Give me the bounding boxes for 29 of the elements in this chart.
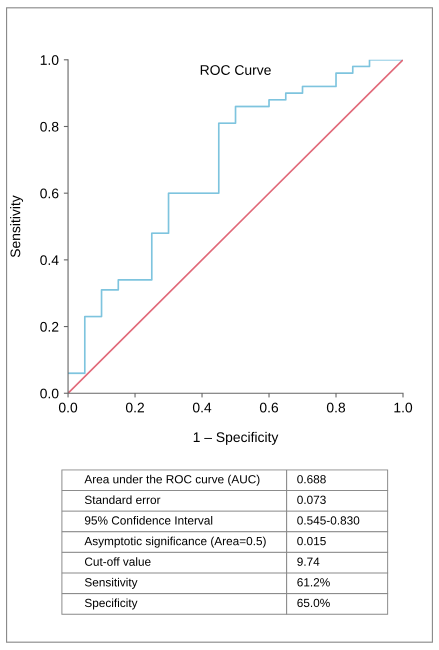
x-tick-label: 0.4 (192, 402, 212, 412)
text: Sensitivity (84, 578, 138, 589)
y-tick-label: 0.2 (40, 322, 58, 332)
text: 95% Confidence Interval (84, 516, 212, 525)
text: 0.688 (297, 475, 326, 484)
y-tick-label: 1.0 (40, 55, 58, 65)
y-tick-label: 0.0 (40, 388, 58, 398)
y-tick-label: 0.4 (40, 255, 59, 266)
text: 0.015 (297, 536, 326, 546)
x-axis-title: 1 – Specificity (194, 432, 278, 445)
x-tick-label: 0.6 (260, 402, 278, 412)
x-tick-label: 0.2 (126, 402, 144, 412)
text: 0.073 (297, 496, 326, 504)
text: Standard error (84, 495, 160, 504)
x-tick-label: 0.8 (326, 402, 346, 412)
chart-title: ROC Curve (200, 65, 271, 75)
text: Asymptotic significance (Area=0.5) (84, 536, 266, 548)
text: 65.0% (297, 598, 330, 608)
y-tick-label: 0.6 (40, 188, 58, 198)
text: Cut-off value (84, 557, 151, 566)
text: 0.545-0.830 (297, 516, 360, 525)
text: Specificity (84, 598, 138, 610)
text: Area under the ROC curve (AUC) (84, 474, 260, 486)
x-tick-label: 0.0 (58, 402, 78, 412)
y-axis-title: Sensitivity (10, 195, 24, 258)
text: 9.74 (297, 558, 320, 566)
y-tick-label: 0.8 (40, 122, 58, 132)
x-tick-label: 1.0 (394, 402, 412, 412)
text: 61.2% (297, 578, 330, 586)
